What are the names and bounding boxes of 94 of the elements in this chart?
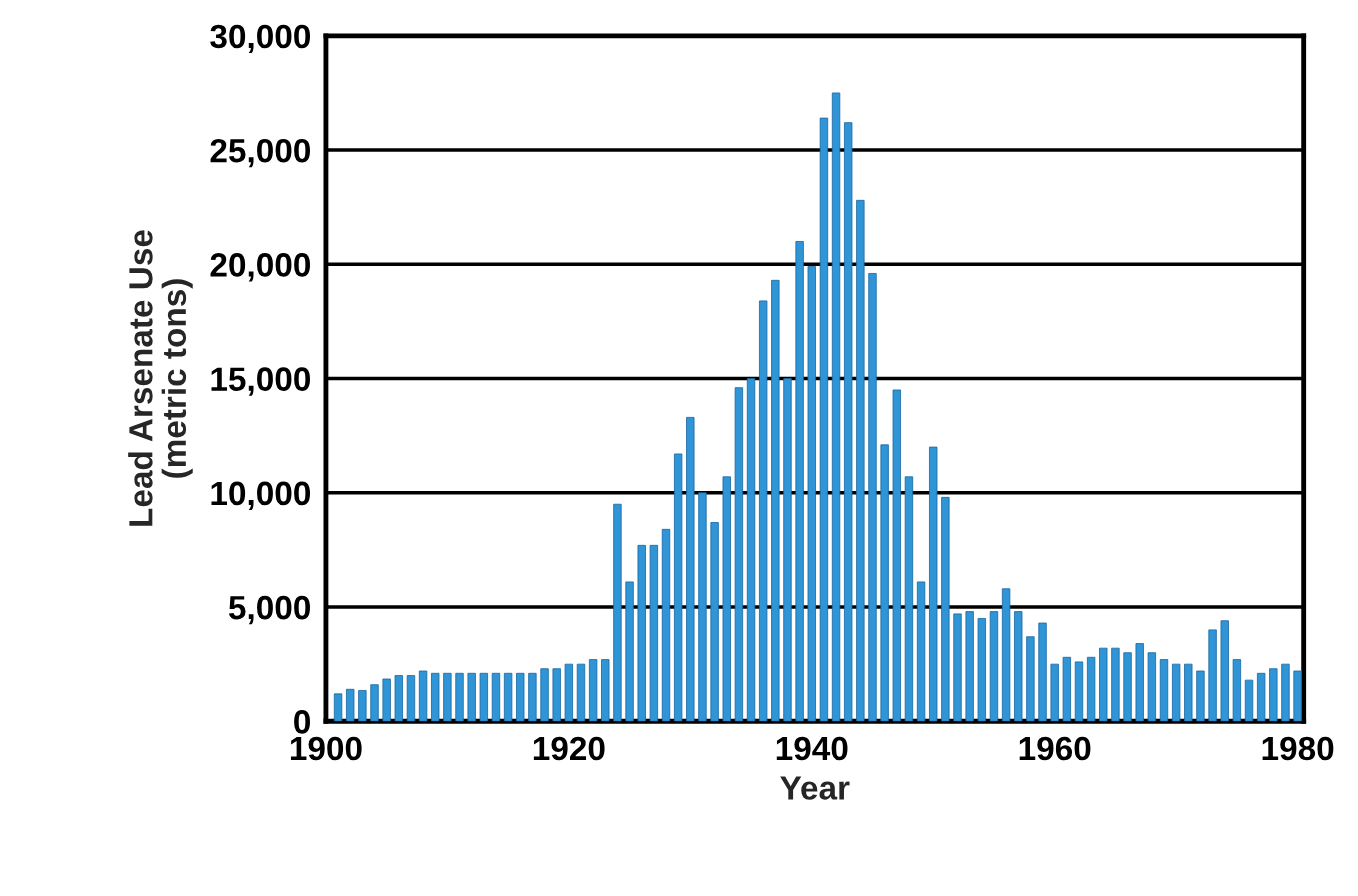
- bar: [661, 528, 671, 722]
- bar: [576, 663, 586, 722]
- bar: [965, 611, 974, 722]
- bar: [710, 522, 719, 722]
- bar: [479, 672, 488, 722]
- bar: [370, 684, 379, 722]
- bar: [467, 672, 476, 722]
- bar: [904, 476, 914, 722]
- bar: [1147, 652, 1157, 722]
- bar: [989, 611, 999, 722]
- y-tick-label: 25,000: [210, 138, 310, 168]
- bar: [941, 496, 950, 722]
- y-tick-label: 10,000: [211, 481, 310, 511]
- bar: [1244, 679, 1254, 722]
- bar: [977, 618, 986, 722]
- bar: [844, 122, 853, 722]
- bar: [1232, 659, 1242, 722]
- x-tick-label: 1960: [1019, 736, 1091, 761]
- bar: [880, 444, 889, 722]
- bar: [1062, 656, 1072, 722]
- bar: [637, 544, 646, 722]
- bar: [1026, 636, 1035, 722]
- bar: [418, 670, 428, 722]
- bar: [1001, 588, 1011, 722]
- bar: [1099, 647, 1108, 722]
- bar: [625, 581, 634, 722]
- bar: [831, 92, 841, 722]
- bar: [1256, 672, 1266, 722]
- bar: [540, 668, 549, 722]
- bar: [516, 672, 525, 722]
- x-tick-label: 1920: [533, 736, 605, 761]
- bar: [929, 446, 938, 722]
- bar: [1269, 668, 1278, 722]
- bar: [758, 300, 768, 722]
- bar: [613, 503, 622, 722]
- bar: [916, 581, 926, 722]
- bar: [953, 613, 962, 722]
- bar: [722, 476, 731, 722]
- bar: [552, 668, 561, 722]
- bar: [698, 492, 707, 722]
- x-tick-label: 1940: [776, 736, 848, 761]
- bar: [673, 453, 683, 722]
- bar: [1293, 670, 1302, 722]
- bar: [1111, 647, 1120, 722]
- bar: [491, 672, 501, 722]
- bar: [1038, 622, 1047, 722]
- bar: [856, 199, 865, 722]
- bar: [1074, 661, 1084, 722]
- bar: [1135, 643, 1144, 722]
- bar: [771, 279, 780, 722]
- bar: [1184, 663, 1193, 722]
- bar: [346, 688, 355, 722]
- bar: [406, 675, 416, 722]
- bar: [892, 389, 901, 722]
- bar: [394, 675, 403, 722]
- bar: [1171, 663, 1181, 722]
- bar: [333, 693, 343, 722]
- bar: [1196, 670, 1205, 722]
- x-axis-title: Year: [780, 776, 850, 800]
- bar: [564, 663, 574, 722]
- y-tick-label: 0: [294, 710, 310, 734]
- bar: [382, 678, 391, 722]
- bar: [1159, 659, 1169, 722]
- bar: [601, 659, 610, 722]
- y-tick-label: 20,000: [210, 253, 310, 282]
- bar: [795, 241, 804, 722]
- bar: [358, 690, 367, 722]
- bar: [649, 544, 659, 722]
- bar: [746, 378, 756, 722]
- y-tick-label: 15,000: [211, 367, 310, 396]
- x-tick-label: 1900: [290, 736, 362, 761]
- bar: [819, 117, 829, 722]
- bar: [431, 672, 440, 722]
- y-tick-label: 30,000: [210, 24, 310, 54]
- bar: [443, 672, 452, 722]
- bar: [807, 266, 816, 722]
- bar: [1123, 652, 1132, 722]
- y-axis-title: Lead Arsenate Use (metric tons): [128, 230, 193, 526]
- bar: [1220, 620, 1229, 722]
- y-tick-label: 5,000: [228, 595, 310, 625]
- bar: [528, 672, 537, 722]
- bar: [783, 378, 792, 722]
- bar: [868, 273, 877, 722]
- bar: [588, 659, 598, 722]
- bar: [1086, 656, 1096, 722]
- bar: [686, 416, 695, 722]
- bar: [503, 672, 513, 722]
- bar: [455, 672, 464, 722]
- bar: [1281, 663, 1290, 722]
- bar: [1050, 663, 1059, 722]
- bar: [1014, 611, 1023, 722]
- bar: [734, 387, 744, 722]
- x-tick-label: 1980: [1262, 736, 1334, 761]
- bar: [1208, 629, 1217, 722]
